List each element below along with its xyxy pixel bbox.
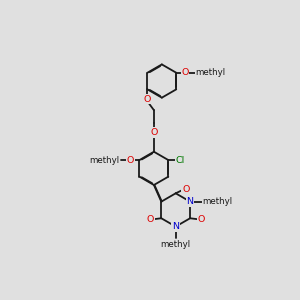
Text: methyl: methyl [160,239,191,248]
Text: methyl: methyl [195,68,226,77]
Text: O: O [146,215,154,224]
Text: O: O [182,185,190,194]
Text: methyl: methyl [90,155,120,164]
Text: O: O [127,155,134,164]
Text: N: N [187,197,194,206]
Text: O: O [150,128,158,137]
Text: O: O [144,94,151,103]
Text: N: N [172,222,179,231]
Text: Cl: Cl [176,155,185,164]
Text: methyl: methyl [202,197,232,206]
Text: O: O [181,68,189,77]
Text: O: O [197,215,205,224]
